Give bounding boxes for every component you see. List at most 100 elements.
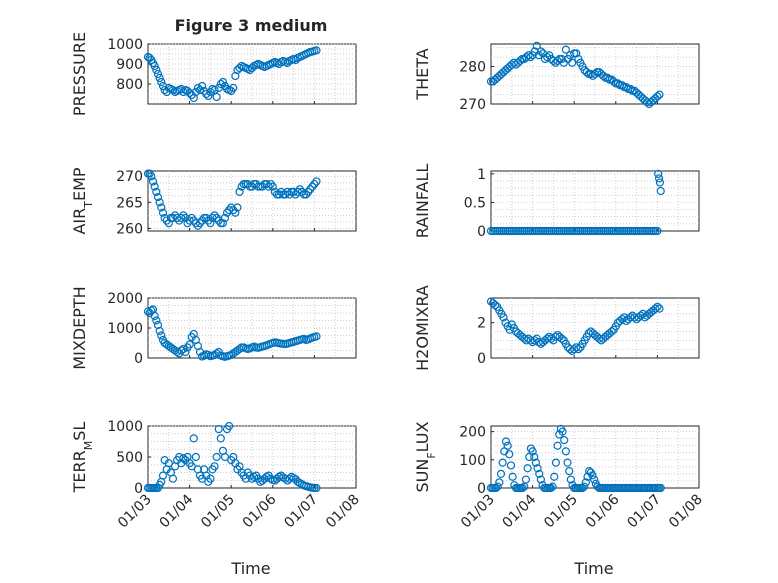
data-point <box>243 179 252 189</box>
data-point <box>197 216 207 225</box>
data-point <box>155 73 164 83</box>
data-point <box>301 190 311 199</box>
data-point <box>653 92 662 101</box>
data-point <box>566 475 575 484</box>
data-point <box>181 213 190 223</box>
data-point <box>212 92 221 102</box>
data-point <box>651 304 660 313</box>
data-point <box>229 206 238 215</box>
data-point <box>218 77 227 87</box>
data-point <box>150 311 159 321</box>
data-point <box>491 300 500 310</box>
data-point <box>561 45 570 54</box>
y-axis-label-1: PRESSURE <box>70 32 89 116</box>
data-point <box>266 179 275 189</box>
x-tick-label: 01/05 <box>198 492 238 532</box>
data-point <box>152 187 161 196</box>
data-point <box>153 320 163 330</box>
data-point <box>150 182 159 191</box>
data-point <box>164 219 173 228</box>
x-tick-label: 01/03 <box>115 492 155 532</box>
data-point <box>258 182 267 191</box>
data-point <box>204 91 213 101</box>
data-point <box>235 187 244 196</box>
x-tick-label: 01/06 <box>240 491 280 531</box>
data-point <box>191 87 200 97</box>
data-point <box>231 208 240 217</box>
data-point <box>558 427 567 436</box>
data-point <box>599 71 608 80</box>
data-point <box>229 83 238 93</box>
data-point <box>295 185 304 194</box>
y-tick-label: 265 <box>116 195 143 211</box>
data-point <box>277 187 286 196</box>
y-axis-label-3: AIRTEMP <box>70 167 95 234</box>
data-point <box>220 452 230 462</box>
data-point <box>498 458 507 467</box>
data-point <box>617 81 627 90</box>
x-tick-label: 01/07 <box>281 492 321 532</box>
y-tick-label: 1000 <box>107 321 143 337</box>
data-point <box>210 462 219 471</box>
data-point <box>531 458 541 467</box>
subplot-4: 0 0.5 1 RAINFALL <box>413 164 700 240</box>
data-point <box>270 187 279 196</box>
data-point <box>547 334 556 343</box>
data-point <box>533 464 542 473</box>
data-point <box>179 454 188 463</box>
x-tick-label: 01/03 <box>458 492 498 532</box>
data-point <box>214 425 223 434</box>
y-axis-label-5: MIXDEPTH <box>70 286 89 369</box>
data-point <box>656 483 665 493</box>
data-point <box>206 474 215 483</box>
data-point <box>536 475 546 484</box>
data-point <box>235 63 244 73</box>
data-point <box>155 198 164 207</box>
y-axis-label-7: TERRMSL <box>70 422 95 494</box>
data-point <box>503 441 512 450</box>
data-point <box>168 85 178 95</box>
data-point <box>157 77 166 87</box>
y-tick-label: 500 <box>116 450 143 466</box>
data-point <box>653 226 662 236</box>
data-point <box>499 313 508 322</box>
data-point <box>590 69 600 79</box>
data-point <box>212 213 221 223</box>
y-axis-label-8: SUNFLUX <box>413 421 438 492</box>
data-point <box>293 477 302 486</box>
y-tick-label: 0 <box>134 481 143 497</box>
x-tick-label: 01/08 <box>666 492 706 532</box>
x-tick-label: 01/04 <box>500 491 540 531</box>
data-point <box>306 185 315 194</box>
data-point <box>312 46 321 55</box>
data-point <box>155 326 164 336</box>
data-point <box>516 56 525 65</box>
data-point <box>212 452 221 462</box>
x-tick-label: 01/04 <box>157 491 197 531</box>
data-point <box>195 85 205 95</box>
y-tick-label: 1000 <box>107 37 143 53</box>
data-point <box>653 302 662 311</box>
data-point <box>572 49 581 58</box>
data-point <box>153 69 163 79</box>
data-point <box>152 65 161 75</box>
data-point <box>655 304 664 313</box>
data-point <box>654 169 663 178</box>
data-point <box>220 213 230 223</box>
data-point <box>152 316 161 325</box>
data-point <box>187 213 196 223</box>
x-axis-label-right: Time <box>573 559 613 578</box>
subplot-5: 0 1000 2000 MIXDEPTH <box>70 286 357 370</box>
data-point <box>295 478 304 488</box>
data-point <box>285 474 294 483</box>
data-point <box>568 58 577 67</box>
data-point <box>235 344 244 354</box>
data-point <box>580 482 589 491</box>
data-point <box>187 462 196 471</box>
data-point <box>185 88 194 98</box>
data-point <box>588 471 597 480</box>
data-point <box>150 61 159 71</box>
data-point <box>197 81 207 91</box>
subplot-2: 270 280 THETA <box>413 41 700 113</box>
